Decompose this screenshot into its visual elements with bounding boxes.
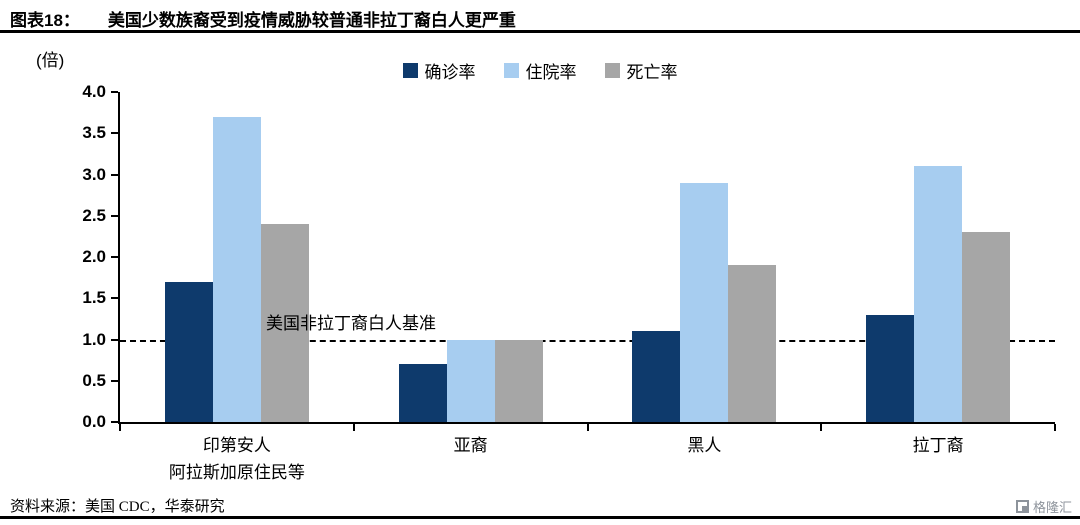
y-tick-label: 2.5 <box>82 205 106 225</box>
page-title: 美国少数族裔受到疫情威胁较普通非拉丁裔白人更严重 <box>107 11 516 30</box>
legend-item-住院率: 住院率 <box>503 58 577 83</box>
x-axis-label: 黑人 <box>687 436 722 455</box>
y-tick-mark <box>111 214 118 217</box>
legend-label: 死亡率 <box>626 63 678 82</box>
y-tick-label: 2.0 <box>82 247 106 266</box>
x-tick-mark <box>820 424 823 431</box>
y-tick-mark <box>111 421 118 423</box>
legend-item-死亡率: 死亡率 <box>604 58 678 83</box>
legend-swatch <box>604 63 620 78</box>
gelonghui-logo-icon <box>1015 500 1029 513</box>
y-tick-mark <box>111 173 118 176</box>
bar-死亡率-group4 <box>962 232 1011 422</box>
y-tick-label: 0.0 <box>82 412 106 431</box>
baseline-annotation: 美国非拉丁裔白人基准 <box>266 313 436 333</box>
x-axis-labels: 印第安人 阿拉斯加原住民等 亚裔 黑人 拉丁裔 <box>120 432 1055 486</box>
legend-swatch <box>402 63 418 78</box>
y-tick-label: 3.0 <box>82 164 106 184</box>
bar-确诊率-group3 <box>632 331 681 422</box>
chart-header: 图表18： 美国少数族裔受到疫情威胁较普通非拉丁裔白人更严重 <box>10 6 516 31</box>
bar-确诊率-group2 <box>398 364 447 422</box>
bar-住院率-group3 <box>680 182 729 422</box>
x-tick-mark <box>586 424 589 431</box>
y-tick-mark <box>111 297 118 300</box>
x-tick-mark <box>352 424 355 431</box>
y-tick-mark <box>111 338 118 341</box>
bar-死亡率-group2 <box>494 339 543 422</box>
bar-死亡率-group3 <box>728 265 777 422</box>
legend-swatch <box>503 63 519 78</box>
y-tick-label: 3.5 <box>82 123 106 143</box>
y-tick-label: 0.5 <box>82 370 106 390</box>
x-axis-label: 印第安人 阿拉斯加原住民等 <box>168 436 305 482</box>
bar-死亡率-group1 <box>260 224 309 422</box>
bar-确诊率-group1 <box>164 281 213 422</box>
y-tick-label: 1.5 <box>82 288 106 308</box>
legend-label: 确诊率 <box>424 63 476 82</box>
y-tick-label: 1.0 <box>82 329 106 349</box>
chart-number-label: 图表18： <box>10 11 80 30</box>
x-tick-mark <box>119 424 121 431</box>
legend-item-确诊率: 确诊率 <box>402 58 476 83</box>
gelonghui-logo: 格隆汇 <box>1015 497 1072 516</box>
x-axis-label: 拉丁裔 <box>912 436 964 455</box>
bar-住院率-group2 <box>446 339 495 422</box>
y-tick-label: 4.0 <box>82 82 106 101</box>
bar-chart-plot-area: 美国非拉丁裔白人基准 <box>118 92 1055 424</box>
y-tick-mark <box>111 256 118 258</box>
source-text: 资料来源：美国 CDC，华泰研究 <box>10 499 225 515</box>
gelonghui-logo-text: 格隆汇 <box>1032 500 1072 515</box>
y-tick-mark <box>111 91 118 93</box>
x-axis-label: 亚裔 <box>453 436 488 455</box>
bar-确诊率-group4 <box>866 314 915 422</box>
legend: 确诊率 住院率 死亡率 <box>0 58 1080 83</box>
y-tick-mark <box>111 379 118 382</box>
y-axis-unit-label: (倍) <box>36 51 65 70</box>
baseline-dashed-line <box>120 339 1055 342</box>
y-tick-mark <box>111 132 118 135</box>
top-divider <box>0 30 1080 33</box>
legend-label: 住院率 <box>525 63 577 82</box>
x-tick-mark <box>1054 424 1056 431</box>
bar-住院率-group1 <box>212 116 261 422</box>
bottom-divider <box>0 516 1080 519</box>
bar-住院率-group4 <box>914 166 963 422</box>
